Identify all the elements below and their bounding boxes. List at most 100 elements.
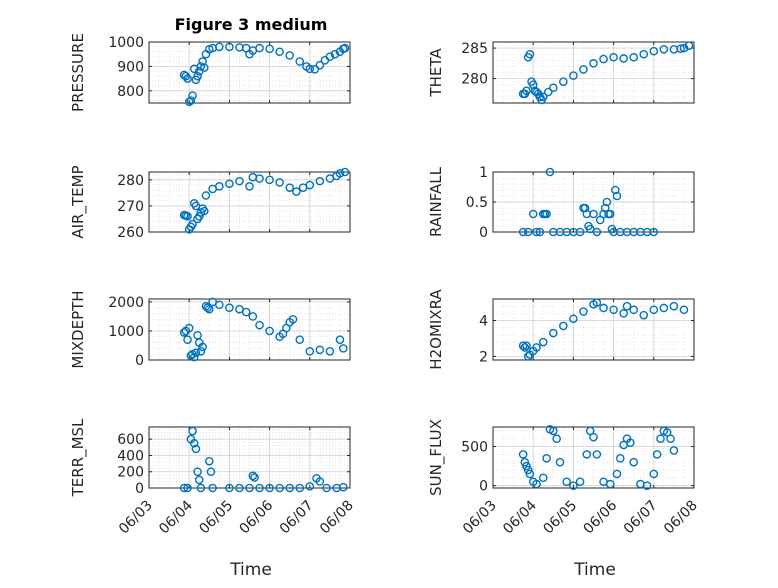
data-point: [235, 483, 244, 493]
data-point: [225, 42, 234, 52]
y-axis-label: H2OMIXRA: [427, 289, 445, 370]
data-point: [585, 224, 595, 234]
data-point: [609, 305, 618, 315]
data-point: [198, 57, 207, 66]
data-point: [525, 49, 535, 59]
data-point: [622, 301, 632, 311]
data-point: [191, 348, 201, 358]
y-axis-label: THETA: [427, 48, 445, 98]
data-point: [338, 344, 348, 353]
data-point: [285, 183, 295, 192]
data-point: [315, 60, 325, 70]
y-tick-label: 1000: [108, 35, 144, 51]
y-tick-label: 280: [461, 72, 488, 88]
data-point: [310, 65, 320, 74]
data-point: [649, 46, 659, 56]
data-point: [575, 477, 585, 487]
data-point: [225, 179, 234, 189]
data-point: [562, 477, 572, 487]
data-point: [275, 178, 284, 187]
data-point: [315, 477, 325, 486]
data-point: [569, 71, 578, 80]
axes-box: [148, 426, 351, 489]
data-point: [589, 59, 598, 68]
axes-box: [148, 298, 351, 361]
data-point: [184, 323, 194, 333]
data-point: [206, 467, 216, 477]
data-point: [235, 176, 244, 186]
data-point: [225, 303, 234, 313]
axes-box: [148, 171, 351, 233]
data-point: [592, 227, 602, 237]
data-point: [199, 63, 209, 72]
data-point: [340, 43, 350, 53]
data-point: [288, 315, 298, 324]
data-point: [626, 438, 635, 447]
data-point: [569, 481, 578, 490]
axes-box: [492, 426, 695, 489]
data-point: [592, 298, 602, 307]
data-point: [215, 42, 224, 52]
data-point: [245, 483, 254, 493]
data-point: [669, 301, 679, 311]
data-point: [528, 80, 538, 89]
data-point: [255, 174, 264, 183]
data-point: [538, 337, 548, 347]
data-point: [522, 341, 531, 350]
data-point: [183, 74, 192, 83]
data-point: [194, 475, 204, 485]
data-point: [198, 342, 207, 352]
panel-mixdepth: 0 1000 2000 MIXDEPTH: [69, 290, 351, 369]
data-point: [215, 182, 224, 191]
series-markers: [179, 42, 350, 107]
data-point: [305, 346, 315, 356]
data-point: [295, 335, 305, 344]
data-point: [193, 467, 202, 477]
data-point: [543, 87, 553, 97]
panel-air_temp: 260 270 280 AIR_TEMP: [69, 165, 351, 241]
y-axis-label: PRESSURE: [69, 33, 87, 112]
data-point: [518, 227, 528, 237]
data-point: [215, 300, 224, 310]
data-point: [659, 303, 669, 313]
data-point: [542, 453, 551, 463]
data-point: [322, 483, 331, 493]
data-point: [255, 483, 264, 493]
minor-grid: [148, 172, 351, 233]
data-point: [525, 469, 535, 479]
data-point: [189, 352, 199, 362]
data-point: [659, 45, 669, 54]
data-point: [196, 346, 206, 356]
data-point: [188, 219, 197, 229]
data-point: [335, 169, 345, 178]
data-point: [305, 482, 315, 491]
data-point: [196, 483, 206, 493]
series-markers: [518, 41, 694, 105]
data-point: [295, 57, 305, 66]
data-point: [679, 305, 689, 315]
data-point: [265, 326, 274, 336]
y-tick-label: 270: [117, 199, 144, 215]
y-tick-label: 500: [461, 440, 488, 456]
data-point: [605, 479, 615, 489]
data-point: [305, 180, 315, 190]
data-point: [265, 44, 274, 54]
data-point: [649, 305, 659, 315]
data-point: [186, 96, 196, 105]
data-point: [649, 227, 659, 237]
data-point: [582, 450, 592, 459]
data-point: [676, 44, 685, 54]
y-tick-label: 1: [479, 165, 488, 181]
data-point: [305, 64, 315, 74]
data-point: [629, 305, 639, 315]
data-point: [518, 341, 528, 350]
y-tick-label: 800: [117, 84, 144, 100]
data-point: [193, 71, 202, 81]
data-point: [669, 446, 679, 455]
y-tick-label: 0: [135, 481, 144, 497]
data-point: [188, 426, 197, 436]
data-point: [325, 346, 335, 356]
data-point: [325, 52, 335, 61]
data-point: [552, 434, 561, 444]
